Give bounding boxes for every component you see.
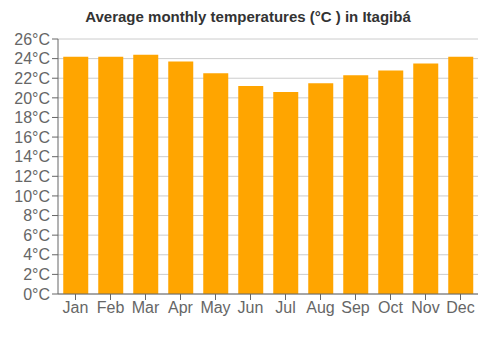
svg-text:0°C: 0°C <box>23 286 50 303</box>
svg-text:4°C: 4°C <box>23 246 50 263</box>
svg-text:Mar: Mar <box>132 299 160 316</box>
svg-text:May: May <box>200 299 230 316</box>
svg-text:6°C: 6°C <box>23 227 50 244</box>
svg-text:Jul: Jul <box>275 299 295 316</box>
svg-text:Dec: Dec <box>446 299 474 316</box>
svg-text:16°C: 16°C <box>14 129 50 146</box>
svg-text:8°C: 8°C <box>23 207 50 224</box>
svg-text:10°C: 10°C <box>14 188 50 205</box>
svg-text:Jan: Jan <box>63 299 89 316</box>
svg-text:Apr: Apr <box>168 299 194 316</box>
svg-text:18°C: 18°C <box>14 109 50 126</box>
svg-text:24°C: 24°C <box>14 50 50 67</box>
svg-text:Sep: Sep <box>341 299 370 316</box>
html-text:Average monthly temperatures (: Average monthly temperatures (°C ) in It… <box>85 8 411 25</box>
svg-text:22°C: 22°C <box>14 70 50 87</box>
svg-text:Jun: Jun <box>238 299 264 316</box>
svg-text:12°C: 12°C <box>14 168 50 185</box>
svg-text:20°C: 20°C <box>14 90 50 107</box>
svg-text:26°C: 26°C <box>14 31 50 48</box>
svg-text:2°C: 2°C <box>23 266 50 283</box>
svg-text:Oct: Oct <box>378 299 403 316</box>
svg-text:Feb: Feb <box>97 299 125 316</box>
svg-text:Aug: Aug <box>306 299 334 316</box>
svg-text:Nov: Nov <box>411 299 439 316</box>
svg-text:14°C: 14°C <box>14 148 50 165</box>
